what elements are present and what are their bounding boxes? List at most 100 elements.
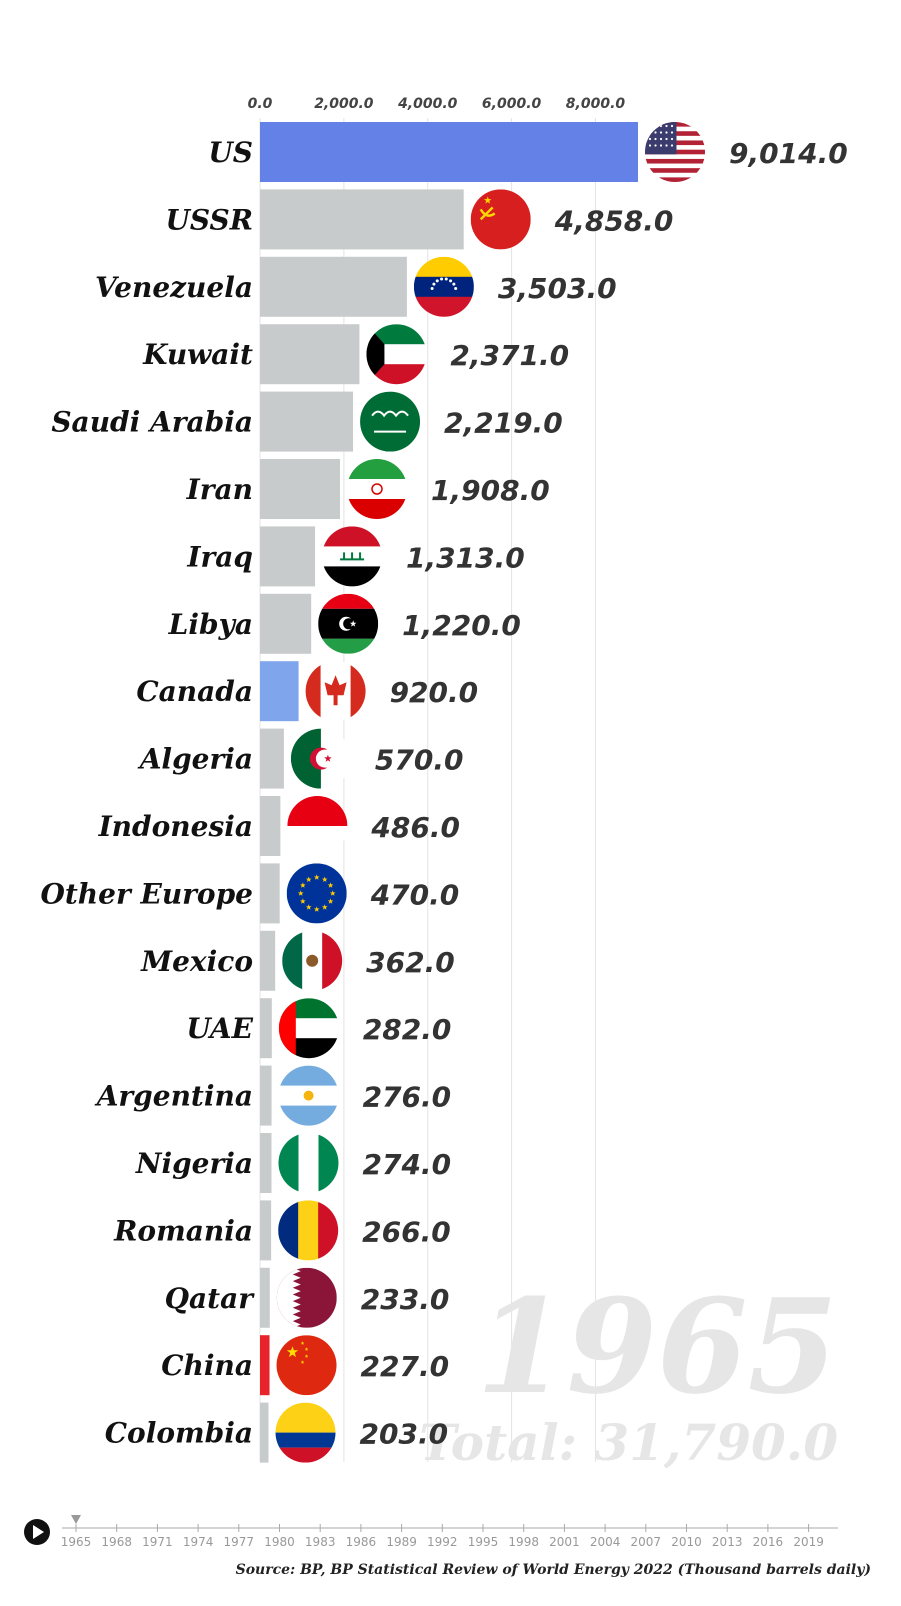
bar-saudi-arabia (260, 391, 354, 452)
bar-canada (260, 661, 299, 722)
iran-flag-icon (347, 459, 408, 519)
timeline-year-label[interactable]: 2001 (549, 1535, 580, 1549)
bar-iraq (260, 526, 316, 587)
bar-china (260, 1335, 270, 1396)
value-label-us: 9,014.0 (729, 137, 848, 170)
bar-other-europe (260, 863, 280, 924)
year-watermark: 1965 (476, 1270, 838, 1423)
value-label-indonesia: 486.0 (370, 811, 460, 844)
saudi-arabia-flag-icon (360, 391, 421, 452)
timeline-year-label[interactable]: 1989 (386, 1535, 417, 1549)
bar-ussr (260, 189, 464, 250)
bar-algeria (260, 728, 284, 789)
timeline-marker[interactable] (71, 1515, 81, 1524)
x-tick-label: 2,000.0 (314, 96, 374, 112)
country-label-china: China (161, 1349, 253, 1382)
value-label-argentina: 276.0 (363, 1081, 452, 1114)
country-label-romania: Romania (113, 1214, 253, 1247)
x-tick-label: 4,000.0 (397, 96, 458, 112)
country-label-libya: Libya (168, 608, 253, 641)
venezuela-flag-icon (413, 256, 474, 317)
country-label-venezuela: Venezuela (95, 271, 253, 304)
iraq-flag-icon (322, 526, 383, 587)
bar-iran (260, 459, 341, 519)
value-label-iran: 1,908.0 (431, 474, 550, 507)
value-label-canada: 920.0 (390, 676, 479, 709)
libya-flag-icon (318, 593, 379, 654)
source-note: Source: BP, BP Statistical Review of Wor… (235, 1562, 871, 1578)
timeline-year-label[interactable]: 2013 (712, 1535, 743, 1549)
country-label-kuwait: Kuwait (142, 338, 253, 371)
country-label-algeria: Algeria (137, 743, 253, 776)
bar-mexico (260, 930, 276, 991)
timeline-year-label[interactable]: 2016 (753, 1535, 784, 1549)
canada-flag-icon (305, 661, 366, 722)
timeline-year-label[interactable]: 1983 (305, 1535, 336, 1549)
country-label-canada: Canada (136, 675, 253, 708)
bar-uae (260, 998, 272, 1059)
country-label-us: US (208, 136, 253, 169)
country-label-other-europe: Other Europe (40, 877, 253, 910)
bar-kuwait (260, 324, 360, 385)
value-label-saudi-arabia: 2,219.0 (444, 407, 563, 440)
uae-flag-icon (278, 998, 339, 1059)
timeline-year-label[interactable]: 1986 (346, 1535, 377, 1549)
value-label-nigeria: 274.0 (362, 1148, 451, 1181)
algeria-flag-icon (290, 728, 351, 789)
value-label-libya: 1,220.0 (402, 609, 521, 642)
value-label-other-europe: 470.0 (370, 878, 460, 911)
bar-libya (260, 593, 312, 654)
value-label-qatar: 233.0 (361, 1283, 450, 1316)
play-icon (33, 1525, 44, 1539)
value-label-romania: 266.0 (362, 1215, 451, 1248)
value-label-kuwait: 2,371.0 (450, 339, 569, 372)
value-label-venezuela: 3,503.0 (498, 272, 617, 305)
qatar-flag-icon (276, 1267, 337, 1328)
bar-colombia (260, 1402, 269, 1463)
value-label-iraq: 1,313.0 (406, 541, 525, 574)
country-label-argentina: Argentina (94, 1080, 253, 1113)
timeline-year-label[interactable]: 1974 (183, 1535, 214, 1549)
x-tick-label: 6,000.0 (482, 96, 542, 112)
timeline-year-label[interactable]: 1968 (101, 1535, 132, 1549)
eu-flag-icon (286, 863, 347, 924)
ussr-flag-icon (470, 189, 531, 250)
bar-romania (260, 1200, 272, 1261)
country-label-uae: UAE (186, 1012, 253, 1045)
timeline-year-label[interactable]: 1992 (427, 1535, 458, 1549)
china-flag-icon (276, 1335, 337, 1396)
value-label-mexico: 362.0 (366, 946, 455, 979)
country-label-qatar: Qatar (165, 1282, 256, 1315)
kuwait-flag-icon (366, 324, 427, 385)
timeline-year-label[interactable]: 2019 (793, 1535, 824, 1549)
timeline-year-label[interactable]: 1980 (264, 1535, 295, 1549)
timeline[interactable]: 1965 1968 1971 1974 1977 1980 1983 1986 1989 1992… (24, 1515, 838, 1549)
timeline-year-label[interactable]: 2010 (671, 1535, 702, 1549)
colombia-flag-icon (275, 1402, 336, 1463)
timeline-year-label[interactable]: 2004 (590, 1535, 621, 1549)
argentina-flag-icon (278, 1065, 339, 1126)
bar-argentina (260, 1065, 272, 1126)
country-label-colombia: Colombia (105, 1417, 253, 1450)
x-tick-label: 0.0 (248, 96, 273, 112)
romania-flag-icon (278, 1200, 339, 1261)
country-label-iraq: Iraq (186, 540, 253, 573)
timeline-year-label[interactable]: 1965 (61, 1535, 92, 1549)
bar-us (260, 122, 638, 182)
x-tick-label: 8,000.0 (566, 96, 626, 112)
timeline-year-label[interactable]: 2007 (631, 1535, 662, 1549)
country-label-iran: Iran (186, 473, 253, 506)
value-label-china: 227.0 (361, 1350, 450, 1383)
timeline-year-label[interactable]: 1977 (224, 1535, 255, 1549)
country-label-ussr: USSR (165, 203, 253, 236)
timeline-year-label[interactable]: 1971 (142, 1535, 173, 1549)
country-label-nigeria: Nigeria (135, 1147, 253, 1180)
value-label-colombia: 203.0 (360, 1418, 449, 1451)
mexico-flag-icon (282, 930, 343, 991)
timeline-year-label[interactable]: 1998 (508, 1535, 539, 1549)
timeline-year-label[interactable]: 1995 (468, 1535, 499, 1549)
country-label-mexico: Mexico (140, 945, 253, 978)
value-label-ussr: 4,858.0 (554, 204, 674, 237)
nigeria-flag-icon (278, 1133, 339, 1193)
